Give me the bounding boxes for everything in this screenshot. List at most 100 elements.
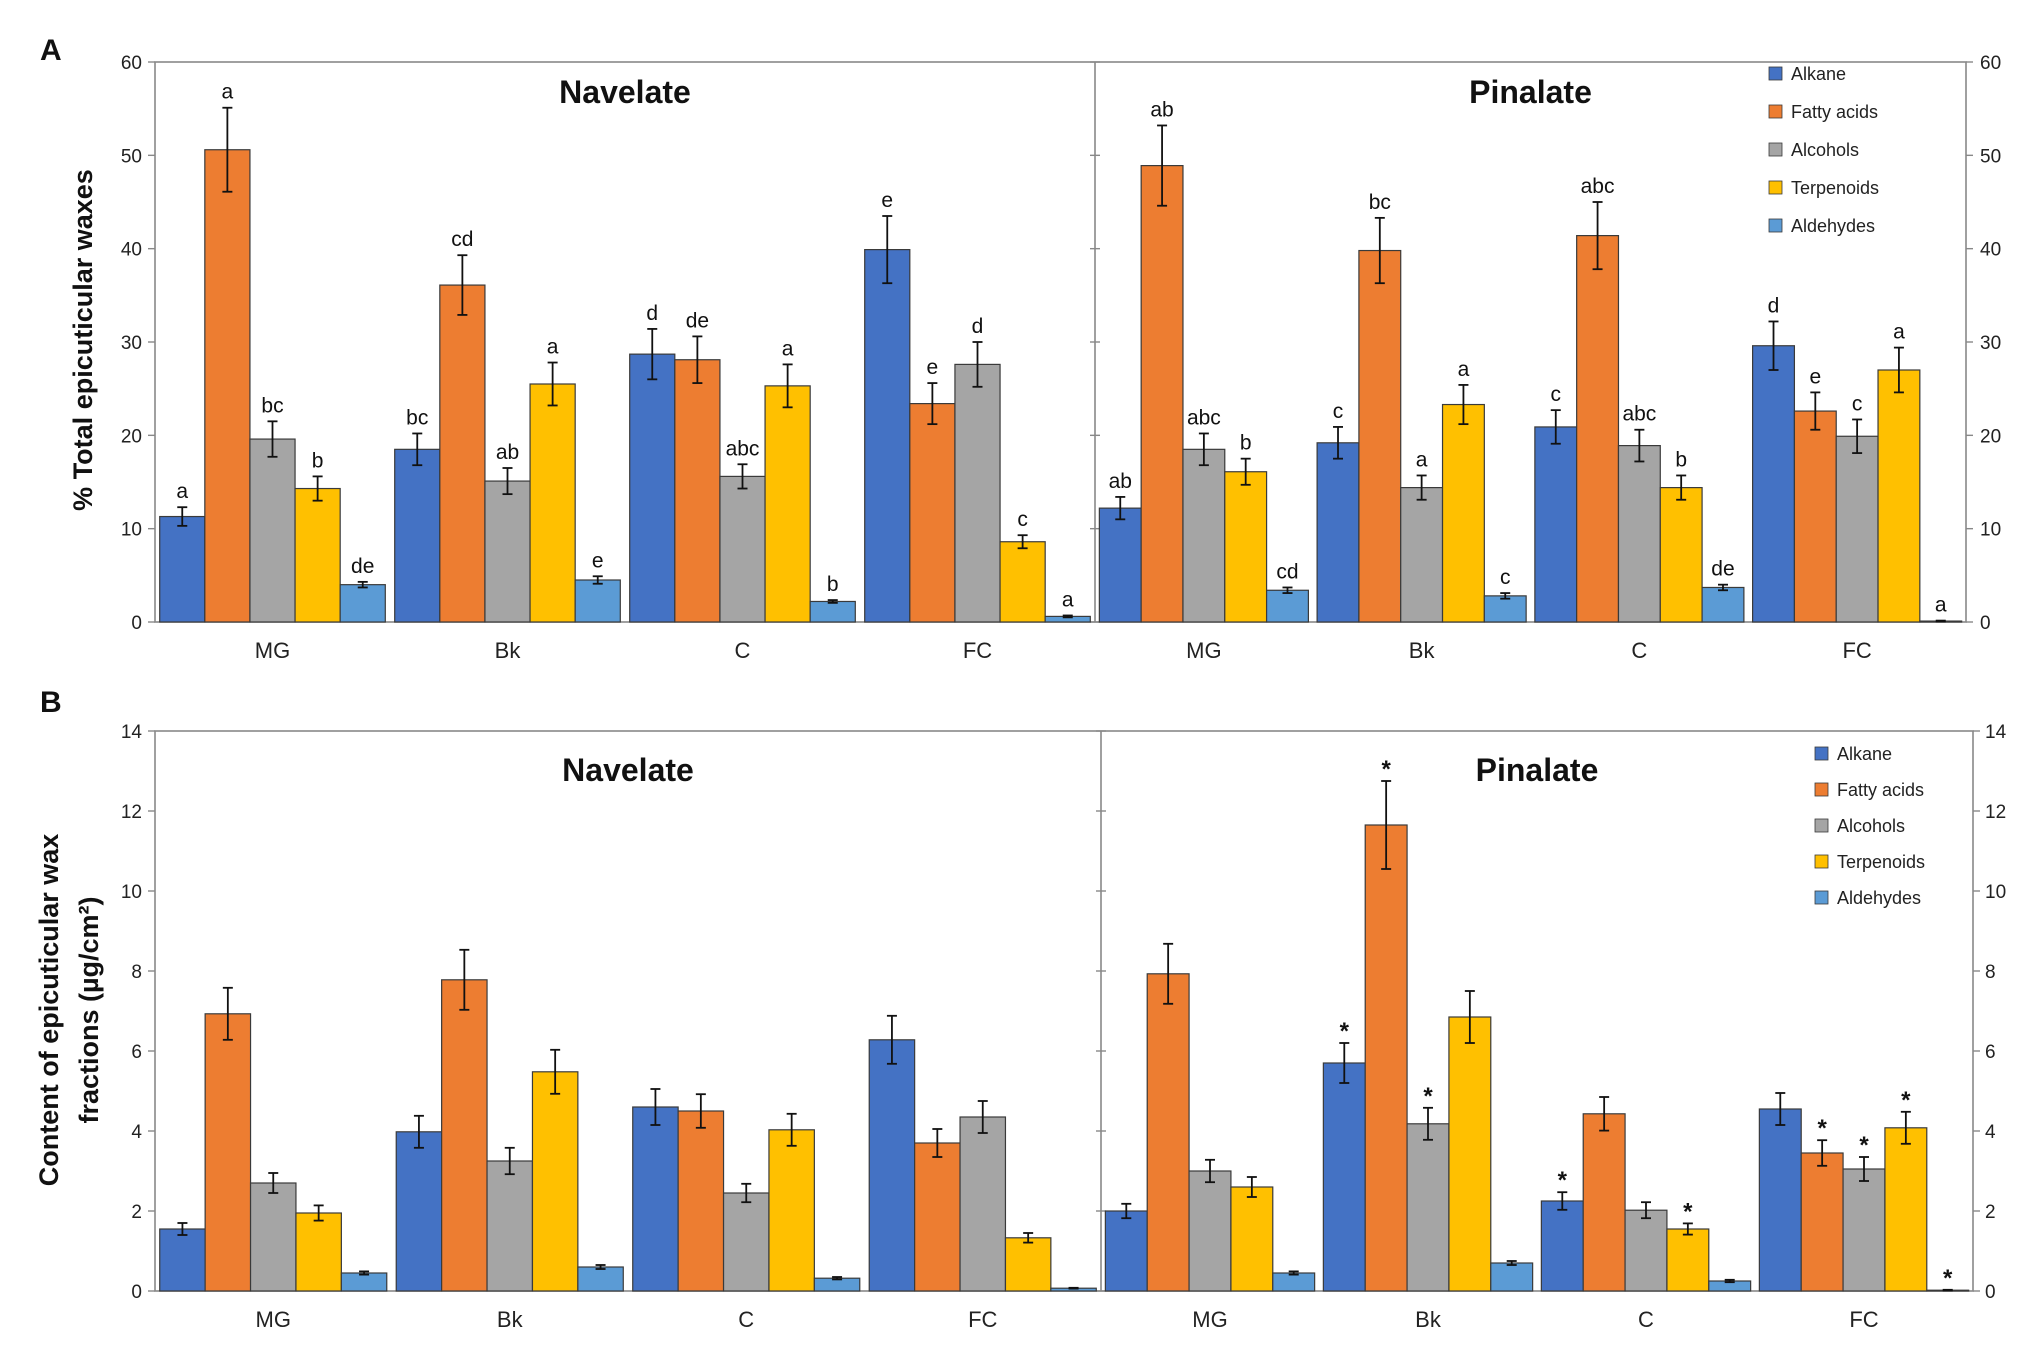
y-tick-label-left: 10 [121,882,142,903]
significance-star: * [1859,1132,1869,1159]
significance-star: * [1943,1265,1953,1292]
significance-letter: c [1852,392,1863,415]
y-tick-label-left: 6 [131,1042,142,1063]
legend-label-fatty-acids: Fatty acids [1837,780,1924,800]
bar-terpenoids-fc [1004,1237,1052,1292]
bar-alcohols-c [719,475,766,623]
bar-terpenoids-bk [531,1071,579,1292]
bar-aldehydes-mg [339,584,386,623]
y-axis-label-line1: Content of epicuticular wax [34,834,64,1187]
panel-b: B 0 0 2 2 4 4 6 6 8 8 10 10 12 12 14 14 Content of epicut… [34,686,2007,1332]
y-tick-label-left: 10 [121,520,142,541]
bar-terpenoids-fc [999,541,1046,623]
bar-terpenoids-bk [1448,1016,1492,1292]
significance-letter: e [927,356,939,379]
significance-letter: c [1017,508,1028,531]
bar-alcohols-fc [954,363,1001,623]
significance-star: * [1558,1167,1568,1194]
bar-alkane-c [632,1106,679,1292]
y-tick-label-right: 12 [1985,802,2006,823]
y-tick-label-right: 4 [1985,1122,1996,1143]
bar-fatty-acids-c [1576,235,1620,623]
significance-letter: a [1935,594,1947,617]
y-tick-label-left: 30 [121,333,142,354]
y-tick-label-right: 20 [1980,426,2001,447]
bar-alkane-mg [1104,1210,1148,1292]
bar-fatty-acids-bk [439,284,486,623]
bar-alkane-fc [1758,1108,1802,1292]
bar-alkane-bk [1322,1062,1366,1292]
legend-label-alkane: Alkane [1837,744,1892,764]
y-tick-label-right: 8 [1985,962,1996,983]
bar-fatty-acids-mg [204,1013,252,1292]
significance-letter: c [1500,566,1511,589]
group-navelate: Navelate MG Bk C FC [159,752,1097,1332]
bar-terpenoids-mg [1224,471,1268,623]
bar-fatty-acids-bk [1364,824,1408,1292]
bar-aldehydes-mg [1272,1272,1316,1292]
y-tick-label-left: 14 [121,722,143,743]
bar-terpenoids-c [1659,487,1703,623]
y-tick-label-left: 0 [131,1282,142,1303]
legend-label-alkane: Alkane [1791,64,1846,84]
bar-terpenoids-bk [1441,403,1485,623]
bar-alcohols-mg [249,438,296,623]
significance-letter: b [312,449,324,472]
significance-letter: b [827,573,839,596]
bar-fatty-acids-fc [1793,410,1837,623]
significance-letter: e [592,549,604,572]
y-tick-label-right: 6 [1985,1042,1996,1063]
significance-star: * [1423,1083,1433,1110]
legend: Alkane Fatty acids Alcohols Terpenoids Aldeh… [1814,744,1925,908]
bar-alkane-c [1534,426,1578,623]
bar-fatty-acids-c [1582,1113,1626,1292]
significance-letter: cd [451,228,473,251]
y-tick-label-right: 14 [1985,722,2007,743]
bar-alkane-c [1540,1200,1584,1292]
category-label-bk: Bk [497,1307,524,1332]
y-tick-label-left: 20 [121,426,142,447]
bar-alkane-fc [1752,345,1796,623]
bar-alcohols-fc [1835,435,1879,623]
bar-alkane-bk [394,448,441,623]
legend-swatch-terpenoids [1768,180,1783,195]
legend-label-aldehydes: Aldehydes [1837,888,1921,908]
bar-terpenoids-c [1666,1228,1710,1292]
category-label-bk: Bk [1409,638,1436,663]
group-title: Navelate [562,752,694,788]
bar-terpenoids-fc [1884,1127,1928,1292]
bar-aldehydes-bk [577,1266,624,1292]
significance-star: * [1901,1087,1911,1114]
significance-letter: abc [1187,406,1221,429]
y-tick-label-left: 2 [131,1202,142,1223]
y-tick-label-right: 60 [1980,53,2001,74]
bar-terpenoids-mg [295,1212,342,1292]
category-label-mg: MG [1186,638,1221,663]
significance-star: * [1340,1018,1350,1045]
category-label-c: C [1638,1307,1654,1332]
y-tick-label-right: 10 [1980,520,2001,541]
category-label-mg: MG [1192,1307,1227,1332]
bar-aldehydes-bk [1483,595,1527,623]
bar-alkane-bk [395,1131,443,1292]
bar-alkane-mg [159,1228,206,1292]
bar-alcohols-bk [484,480,531,623]
bar-terpenoids-mg [1230,1186,1274,1292]
y-tick-label-right: 0 [1985,1282,1996,1303]
significance-letter: abc [1622,403,1656,426]
significance-letter: e [881,189,893,212]
bar-fatty-acids-mg [1146,973,1190,1292]
bar-alkane-c [629,353,676,623]
legend-label-terpenoids: Terpenoids [1791,178,1879,198]
significance-letter: c [1333,400,1344,423]
significance-letter: a [222,81,234,104]
bar-aldehydes-mg [1265,589,1309,623]
bar-alkane-mg [159,515,206,623]
bar-aldehydes-mg [340,1272,388,1292]
y-tick-label-right: 50 [1980,146,2001,167]
category-label-fc: FC [1842,638,1871,663]
panel-label: B [40,686,62,719]
y-axis-label-line2: fractions (µg/cm²) [74,896,104,1123]
legend-label-alcohols: Alcohols [1791,140,1859,160]
legend-swatch-fatty-acids [1768,104,1783,119]
